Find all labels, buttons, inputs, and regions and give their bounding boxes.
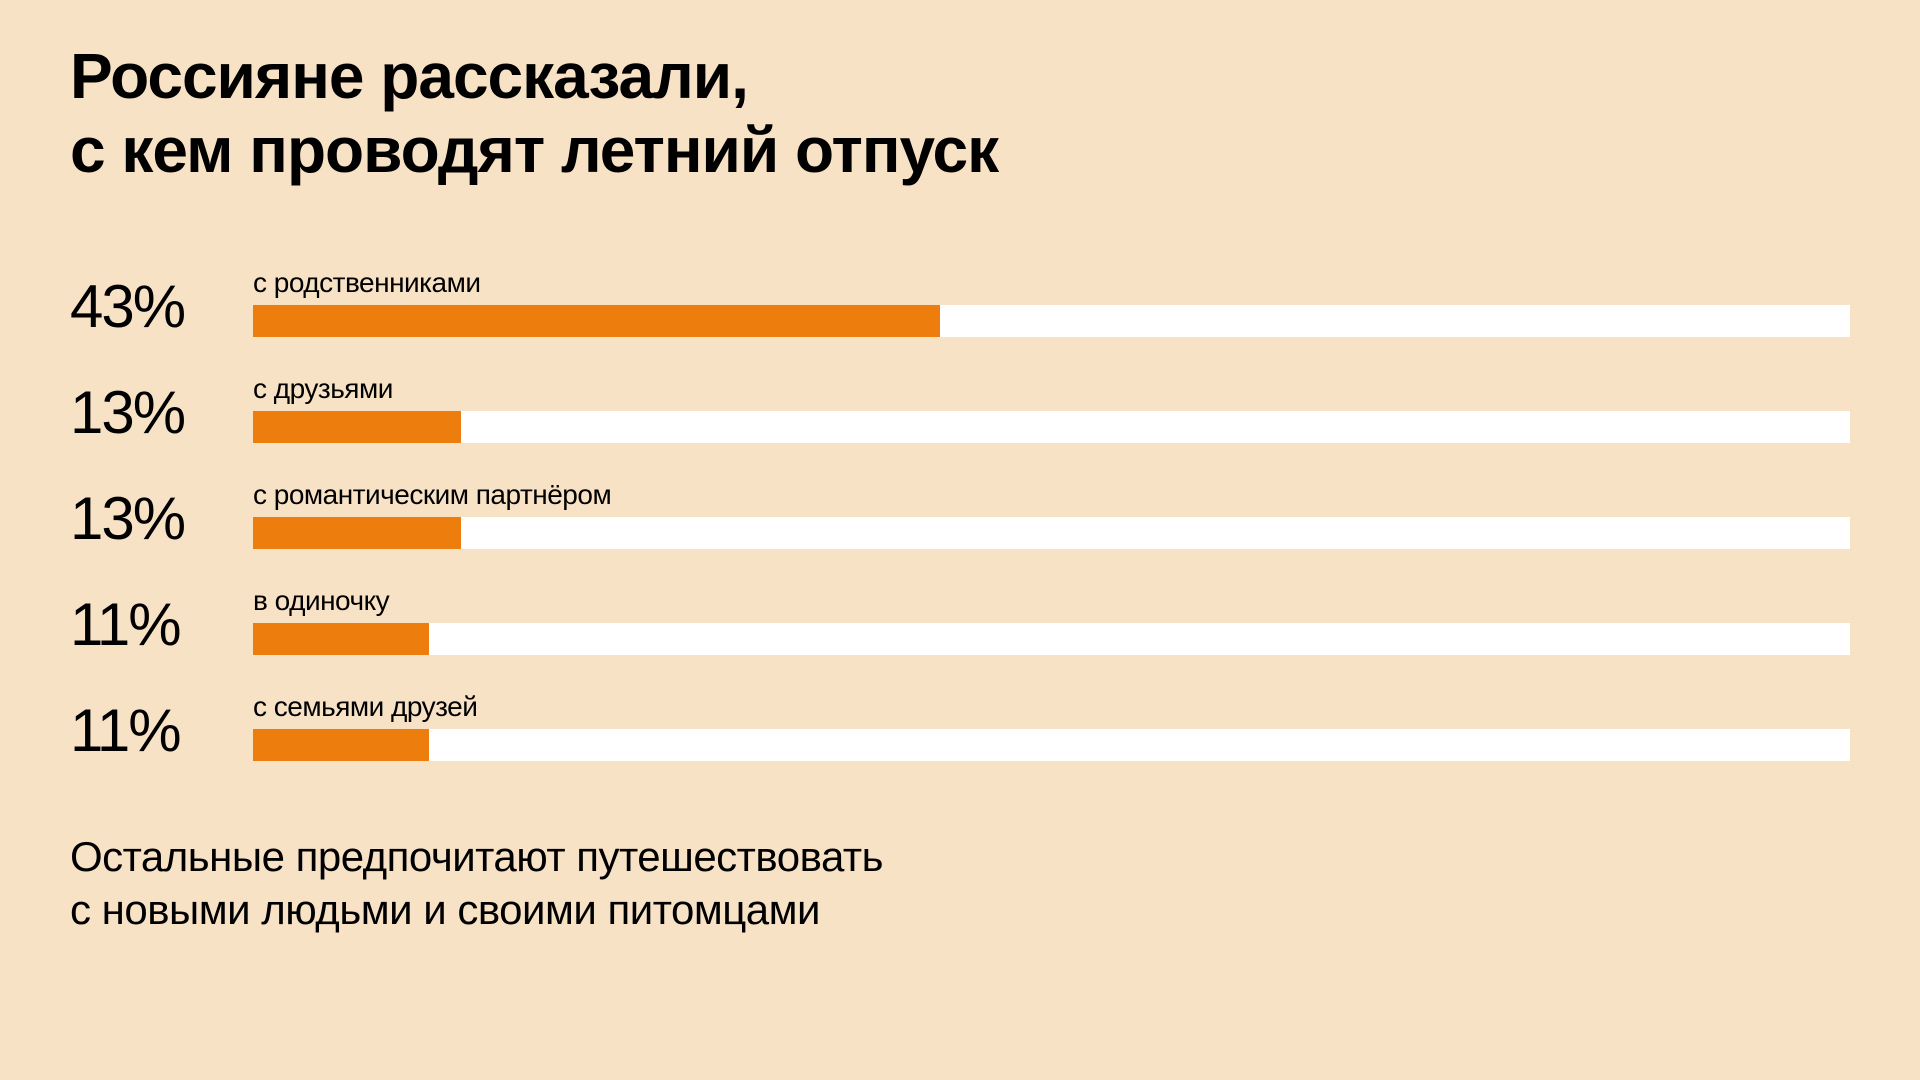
bar-fill — [253, 411, 461, 443]
percent-value: 11% — [70, 701, 225, 761]
bar-wrap: с родственниками — [253, 267, 1850, 337]
bar-fill — [253, 305, 940, 337]
bar-track — [253, 623, 1850, 655]
bar-wrap: с романтическим партнёром — [253, 479, 1850, 549]
title-line-2: с кем проводят летний отпуск — [70, 114, 998, 186]
bar-wrap: с друзьями — [253, 373, 1850, 443]
bar-track — [253, 729, 1850, 761]
chart-footnote: Остальные предпочитают путешествовать с … — [70, 831, 1850, 936]
percent-value: 11% — [70, 595, 225, 655]
title-line-1: Россияне рассказали, — [70, 40, 748, 112]
percent-value: 13% — [70, 489, 225, 549]
bar-chart: 43% с родственниками 13% с друзьями 13% … — [70, 267, 1850, 761]
bar-fill — [253, 517, 461, 549]
bar-fill — [253, 623, 429, 655]
bar-label: в одиночку — [253, 585, 1850, 617]
chart-row: 13% с романтическим партнёром — [70, 479, 1850, 549]
bar-track — [253, 411, 1850, 443]
bar-label: с романтическим партнёром — [253, 479, 1850, 511]
bar-track — [253, 517, 1850, 549]
bar-label: с друзьями — [253, 373, 1850, 405]
bar-label: с семьями друзей — [253, 691, 1850, 723]
percent-value: 43% — [70, 277, 225, 337]
bar-wrap: с семьями друзей — [253, 691, 1850, 761]
chart-row: 11% с семьями друзей — [70, 691, 1850, 761]
chart-row: 13% с друзьями — [70, 373, 1850, 443]
bar-label: с родственниками — [253, 267, 1850, 299]
bar-wrap: в одиночку — [253, 585, 1850, 655]
footnote-line-2: с новыми людьми и своими питомцами — [70, 886, 820, 933]
bar-fill — [253, 729, 429, 761]
percent-value: 13% — [70, 383, 225, 443]
chart-row: 43% с родственниками — [70, 267, 1850, 337]
bar-track — [253, 305, 1850, 337]
chart-row: 11% в одиночку — [70, 585, 1850, 655]
chart-title: Россияне рассказали, с кем проводят летн… — [70, 40, 1850, 187]
footnote-line-1: Остальные предпочитают путешествовать — [70, 833, 883, 880]
